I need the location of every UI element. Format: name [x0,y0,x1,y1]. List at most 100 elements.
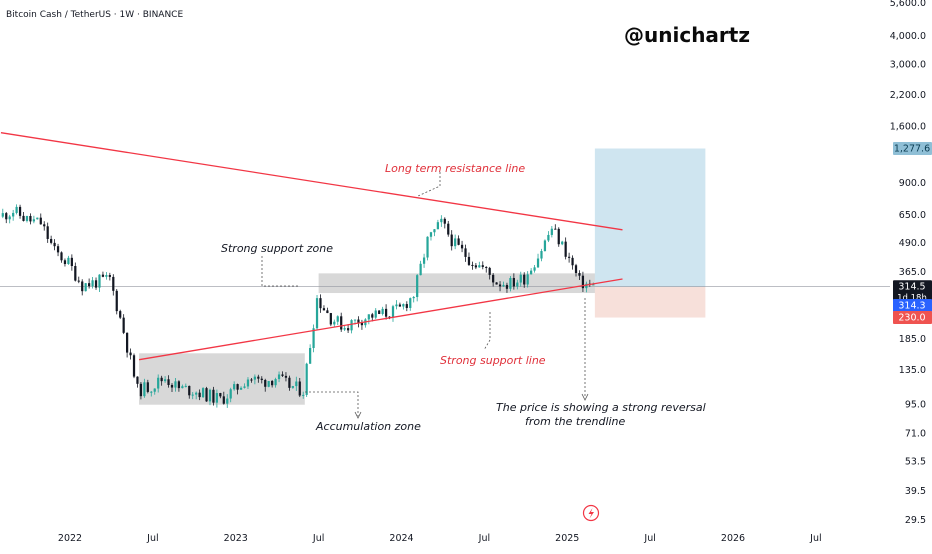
annotation-connector [261,256,300,287]
candle [457,238,460,245]
candle [309,348,312,364]
candle [409,298,412,308]
candle [378,310,381,314]
candle [564,241,567,257]
candle [63,260,67,265]
candle [433,229,436,233]
candle [246,379,250,387]
candle [523,274,526,285]
candle [236,384,239,390]
candle [219,393,222,397]
candle [264,379,267,387]
candle [112,276,115,291]
time-tick-label: 2024 [389,533,413,544]
candle [530,270,533,275]
zones-layer [139,273,623,405]
candle [125,332,129,353]
candle [257,376,260,379]
reversal-annotation-line-2: from the trendline [525,415,626,428]
candle [581,275,585,289]
candle [91,280,94,287]
candle [198,392,201,398]
candle [253,376,256,380]
price-tick-label: 53.5 [905,456,926,467]
candle [516,282,519,287]
candle [274,379,277,386]
candle [191,394,194,396]
candle [115,290,118,312]
candle [498,284,502,287]
price-badge-label: 314.3 [898,300,925,311]
candle [74,266,77,281]
candle [181,386,184,389]
candle [281,374,284,376]
candle [195,392,198,395]
candle [343,328,346,330]
candle [139,383,143,397]
candle [547,234,550,241]
candle [233,384,236,390]
time-tick-label: 2025 [555,533,579,544]
candle [540,251,543,259]
time-tick-label: Jul [478,533,490,544]
candle [250,379,253,381]
candle [395,304,398,307]
price-badge [893,311,932,325]
candle [557,228,560,245]
candle [374,310,377,318]
candle [336,316,339,322]
stop-zone [594,286,706,318]
lightning-icon[interactable] [582,504,600,522]
candle [25,215,29,221]
accumulation-annotation: Accumulation zone [315,420,421,433]
price-tick-label: 3,000.0 [890,59,926,70]
time-tick-label: 2026 [721,533,745,544]
candle [18,206,22,216]
annotation-connector [305,391,359,416]
candle [585,283,588,289]
price-tick-label: 135.0 [899,365,926,376]
candle [495,282,498,285]
price-tick-label: 4,000.0 [890,31,926,42]
candle [50,238,53,243]
candle [119,311,122,318]
candle [188,385,191,396]
candle [346,328,350,331]
price-tick-label: 900.0 [899,178,926,189]
candle [81,281,84,292]
candle [184,385,187,387]
candle [360,322,364,326]
candle [267,381,270,387]
candle [132,355,136,377]
time-tick-label: Jul [809,533,821,544]
candle [429,232,433,237]
candle [519,274,522,283]
candle [350,320,353,331]
candle [226,398,229,404]
resistance-annotation: Long term resistance line [385,162,525,175]
candle [12,212,15,217]
candle [319,298,322,309]
position-layer [594,148,706,318]
candle [212,389,215,403]
time-axis[interactable]: 2022 Jul 2023 Jul 2024 Jul 2025 Jul 2026 Jul [58,533,822,544]
candle [94,280,98,288]
support-line-annotation: Strong support line [440,354,546,367]
price-badge-label: 1,277.6 [894,144,930,155]
candle [302,394,305,396]
price-tick-label: 650.0 [899,210,926,221]
price-tick-label: 5,600.0 [890,0,926,9]
candle [467,256,471,265]
candle [464,248,467,257]
candle [98,274,101,288]
candles-layer [1,204,595,408]
candle [422,257,426,264]
candle [39,217,42,225]
candle [571,257,574,266]
annotation-connector [417,172,441,197]
price-axis[interactable]: 5,600.0 4,000.0 3,000.0 2,200.0 1,600.0 900.0… [890,0,926,526]
candle [215,393,219,403]
candle [526,274,529,285]
candle [305,363,308,395]
